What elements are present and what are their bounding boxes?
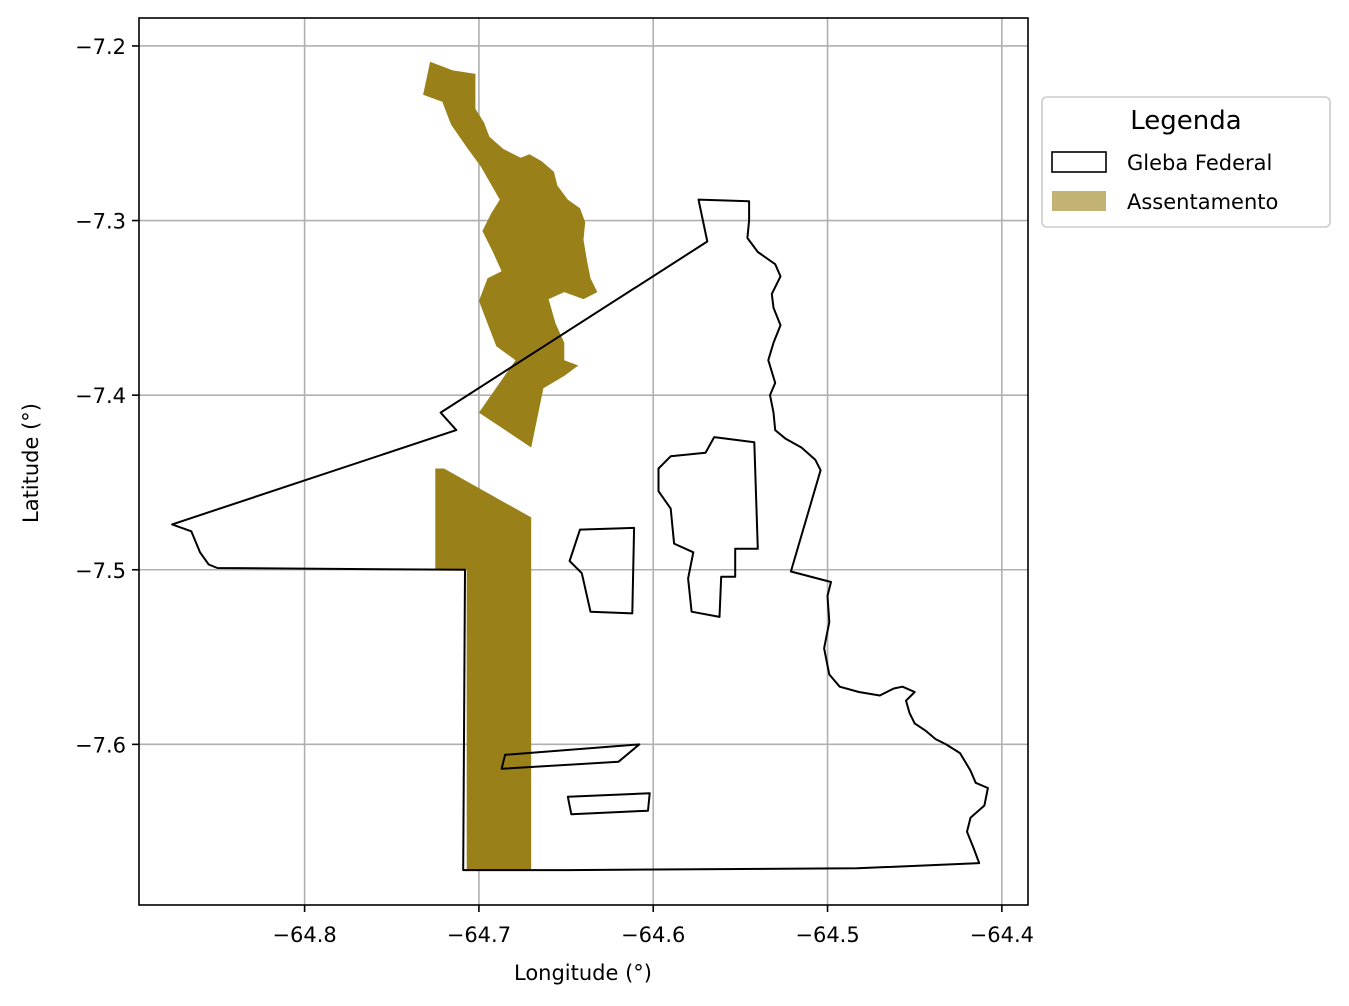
legend-title: Legenda — [1130, 106, 1241, 136]
axis-ticks: −64.8 −64.7 −64.6 −64.5 −64.4 −7.2 −7.3 −7.4 −7.… — [75, 35, 1034, 947]
grid-lines — [139, 18, 1028, 905]
gleba-federal-polygon — [500, 743, 641, 770]
y-tick-label: −7.4 — [75, 384, 126, 408]
x-tick-label: −64.7 — [447, 923, 511, 947]
assentamento-polygon — [423, 61, 598, 448]
x-tick-label: −64.8 — [272, 923, 336, 947]
y-tick-label: −7.6 — [75, 733, 126, 757]
x-axis-label: Longitude (°) — [514, 961, 652, 985]
gleba-federal-polygon — [566, 792, 651, 816]
legend-gleba-swatch — [1051, 151, 1107, 173]
x-tick-label: −64.4 — [970, 923, 1034, 947]
y-axis-label: Latitude (°) — [19, 403, 43, 523]
y-tick-label: −7.3 — [75, 210, 126, 234]
gleba-federal-polygon — [568, 526, 636, 615]
legend-assentamento-label: Assentamento — [1127, 190, 1278, 214]
gleba-federal-polygon — [657, 436, 759, 618]
legend-assentamento-swatch — [1052, 191, 1106, 211]
legend-gleba-label: Gleba Federal — [1127, 151, 1272, 175]
y-tick-label: −7.2 — [75, 35, 126, 59]
gleba-federal-polygon — [171, 198, 989, 872]
legend: Legenda Gleba Federal Assentamento — [1041, 96, 1331, 228]
plot-background — [139, 18, 1028, 905]
gleba-federal-layer — [171, 198, 989, 872]
x-tick-label: −64.5 — [795, 923, 859, 947]
plot-frame — [138, 17, 1029, 906]
y-tick-label: −7.5 — [75, 559, 126, 583]
legend-box — [1041, 96, 1331, 228]
x-tick-label: −64.6 — [621, 923, 685, 947]
